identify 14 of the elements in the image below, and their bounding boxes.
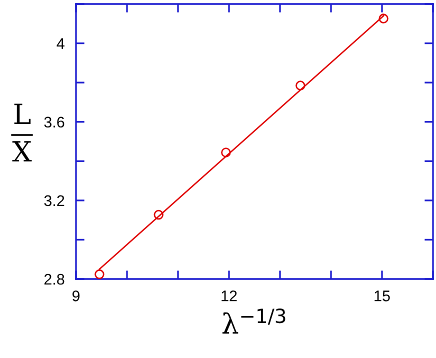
x-tick-label: 12 — [222, 290, 237, 302]
x-tick-label: 9 — [72, 290, 80, 302]
y-tick-label: 3.2 — [44, 195, 64, 206]
point — [221, 148, 231, 158]
y-axis-title: L X — [12, 104, 32, 162]
point — [296, 80, 306, 90]
point — [94, 269, 104, 279]
y-tick-label: 2.8 — [44, 274, 64, 285]
y-tick-label: 4 — [56, 38, 64, 49]
x-tick-label: 15 — [374, 290, 390, 302]
x-axis-title: λ$^{−1/3}$ — [222, 308, 286, 334]
point — [154, 210, 164, 220]
point — [378, 14, 388, 24]
y-tick-label: 3.6 — [44, 116, 64, 128]
